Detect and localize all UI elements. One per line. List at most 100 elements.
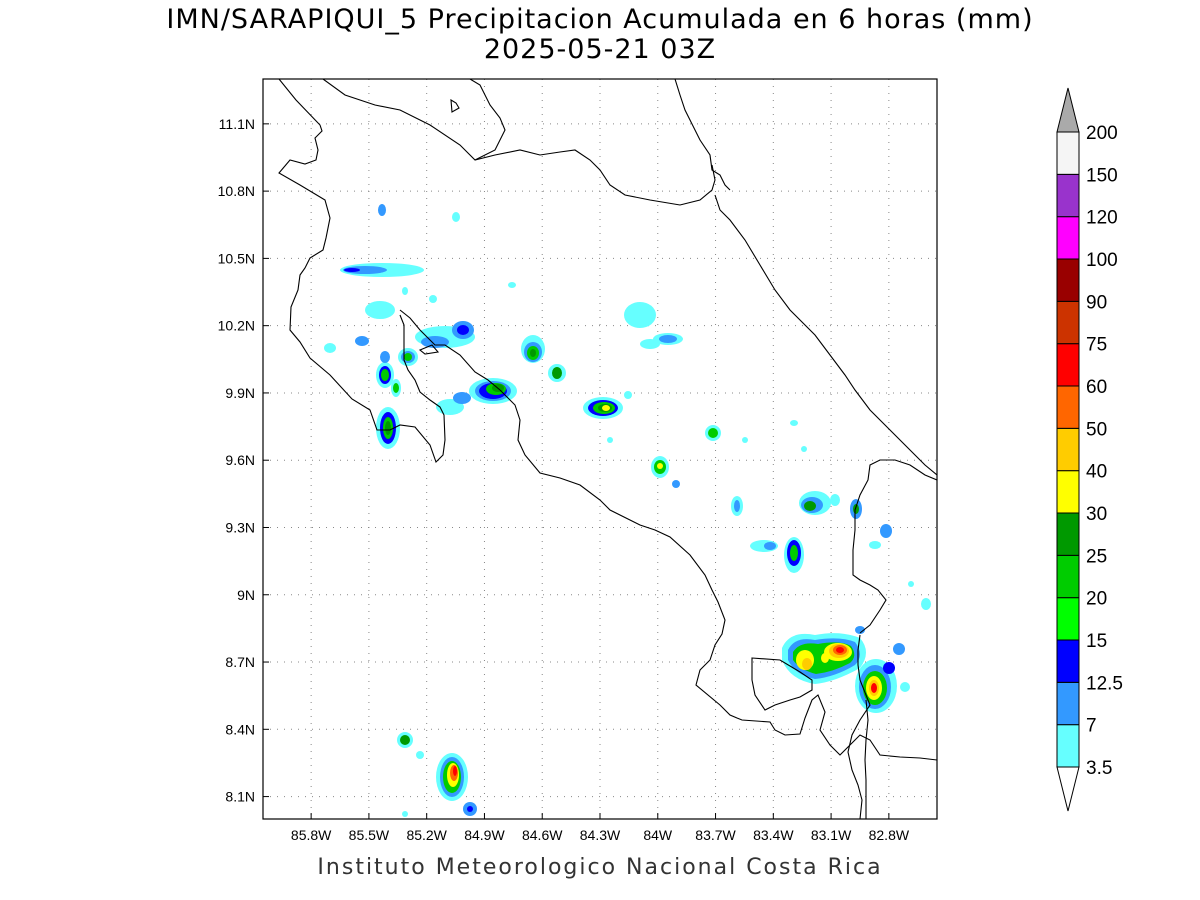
lat-tick-label: 8.7N [225, 654, 255, 670]
lon-tick-label: 85.8W [291, 827, 332, 843]
colorbar-swatch [1056, 343, 1080, 387]
lon-tick-label: 83.4W [753, 827, 794, 843]
precip-blob [324, 343, 336, 353]
precip-blob [921, 598, 931, 610]
precip-blob [429, 295, 437, 303]
colorbar-label: 20 [1086, 589, 1107, 610]
precip-blob [705, 425, 721, 441]
precip-blob [521, 335, 545, 363]
map-title: IMN/SARAPIQUI_5 Precipitacion Acumulada … [166, 4, 1034, 35]
lon-tick-label: 82.8W [869, 827, 910, 843]
colorbar-label: 7 [1086, 716, 1097, 737]
lat-tick-label: 8.1N [225, 789, 255, 805]
precip-blobs [324, 204, 931, 817]
colorbar [1056, 87, 1080, 812]
colorbar-label: 12.5 [1086, 673, 1123, 694]
precip-blob [782, 633, 866, 684]
precip-blob [734, 500, 740, 512]
precip-blob [397, 732, 413, 748]
colorbar-swatch [1056, 258, 1080, 302]
lon-tick-label: 83.7W [695, 827, 736, 843]
colorbar-label: 100 [1086, 250, 1118, 271]
colorbar-swatch [1056, 173, 1080, 218]
precip-blob [651, 456, 669, 478]
precip-blob [900, 682, 910, 692]
colorbar-label: 50 [1086, 419, 1107, 440]
colorbar-swatch [1056, 300, 1080, 345]
precip-blob [799, 491, 831, 515]
precip-blob [452, 321, 474, 339]
precip-blob [855, 626, 865, 634]
map-grid [263, 79, 937, 819]
precip-blob [380, 351, 390, 363]
precip-blob [583, 397, 623, 419]
precip-blob [801, 446, 807, 452]
precip-blob [624, 391, 632, 399]
precip-blob [453, 392, 471, 404]
colorbar-swatch [1056, 681, 1080, 726]
precip-blob [436, 753, 468, 801]
precip-blob [436, 399, 464, 415]
colorbar-swatch [1056, 724, 1080, 768]
colorbar-swatch [1056, 470, 1080, 514]
colorbar-label: 150 [1086, 165, 1118, 186]
lon-tick-label: 84W [643, 827, 673, 843]
precip-blob [402, 811, 408, 817]
colorbar-over-arrow [1056, 87, 1080, 133]
precip-blob [416, 751, 424, 759]
colorbar-swatch [1056, 131, 1080, 175]
lon-tick-label: 84.6W [522, 827, 563, 843]
precip-blob [391, 379, 401, 397]
colorbar-swatch [1056, 512, 1080, 556]
precip-blob [908, 581, 914, 587]
precip-blob [398, 348, 418, 366]
precip-blob [672, 480, 680, 488]
lat-tick-label: 10.8N [218, 183, 255, 199]
lat-tick-label: 9.9N [225, 385, 255, 401]
colorbar-label: 15 [1086, 631, 1107, 652]
lat-tick-label: 9N [237, 587, 255, 603]
coastline [278, 79, 937, 819]
precip-blob [402, 287, 408, 295]
precip-blob [764, 542, 776, 550]
precip-blob [378, 204, 386, 216]
lon-tick-label: 83.1W [811, 827, 852, 843]
lon-tick-label: 85.2W [406, 827, 447, 843]
precip-blob [365, 301, 395, 319]
lon-tick-label: 84.9W [464, 827, 505, 843]
precip-blob [850, 499, 862, 519]
lon-tick-label: 85.5W [349, 827, 390, 843]
colorbar-label: 40 [1086, 462, 1107, 483]
lat-tick-label: 10.2N [218, 318, 255, 334]
lat-tick-label: 9.3N [225, 519, 255, 535]
precip-blob [607, 437, 613, 443]
precip-blob [869, 541, 881, 549]
lat-tick-label: 8.4N [225, 721, 255, 737]
precip-blob [355, 336, 369, 346]
lat-tick-label: 9.6N [225, 452, 255, 468]
precip-blob [880, 524, 892, 538]
colorbar-label: 3.5 [1086, 758, 1112, 779]
precip-blob [548, 364, 566, 382]
colorbar-labels: 3.5 7 12.5 15 20 25 30 40 50 60 75 90 100 120 150 200 [1086, 123, 1123, 779]
colorbar-under-arrow [1056, 766, 1080, 812]
precip-blob [742, 437, 748, 443]
precip-blob [452, 212, 460, 222]
precip-blob [376, 362, 394, 388]
precip-blob [893, 643, 905, 655]
precip-blob [463, 802, 477, 816]
colorbar-label: 30 [1086, 504, 1107, 525]
colorbar-swatch [1056, 427, 1080, 472]
precip-blob [508, 282, 516, 288]
precip-blob [624, 302, 683, 349]
lat-tick-label: 11.1N [219, 116, 255, 132]
precip-blob [855, 659, 897, 713]
precip-blob [376, 407, 400, 449]
axis-labels: 85.8W 85.5W 85.2W 84.9W 84.6W 84.3W 84W 83.7W 83… [218, 116, 910, 843]
credit-text: Instituto Meteorologico Nacional Costa R… [317, 855, 883, 880]
colorbar-swatch [1056, 597, 1080, 641]
colorbar-swatch [1056, 216, 1080, 260]
colorbar-label: 120 [1086, 208, 1118, 229]
precip-blob [469, 378, 517, 404]
